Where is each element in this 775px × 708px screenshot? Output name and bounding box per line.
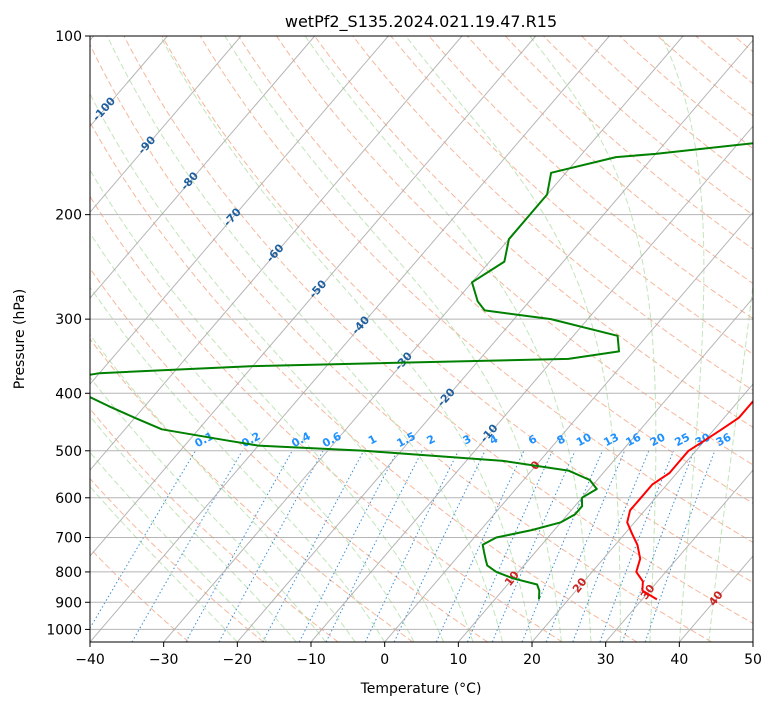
x-tick-label: 40 bbox=[670, 652, 688, 668]
isotherm-line bbox=[90, 36, 610, 642]
mixing-ratio-label: 16 bbox=[624, 430, 644, 449]
mixing-ratio-line bbox=[644, 450, 716, 642]
mixing-ratio-line bbox=[185, 450, 293, 642]
mixing-ratio-line bbox=[621, 450, 695, 642]
y-tick-label: 400 bbox=[55, 386, 82, 402]
isotherm-line bbox=[384, 211, 753, 642]
x-tick-label: 0 bbox=[380, 652, 389, 668]
moist-adiabat-line bbox=[708, 280, 753, 642]
moist-adiabat-line bbox=[224, 36, 562, 642]
dry-adiabat-line bbox=[390, 36, 753, 355]
dry-adiabat-line bbox=[90, 338, 414, 642]
mixing-ratio-line bbox=[545, 450, 626, 642]
dry-adiabat-line bbox=[237, 36, 753, 504]
moist-adiabat-line bbox=[529, 36, 657, 642]
isotherm-line bbox=[90, 36, 242, 213]
isotherm-line bbox=[90, 36, 316, 299]
y-tick-label: 200 bbox=[55, 208, 82, 224]
x-axis-ticks: −40 −30 −20 −10 0 10 20 30 40 50 bbox=[75, 642, 762, 668]
moist-adiabat-line bbox=[106, 36, 503, 642]
dry-adiabat-line bbox=[90, 408, 339, 642]
isotherm-line bbox=[457, 297, 753, 642]
isotherms bbox=[90, 36, 753, 642]
isotherm-line bbox=[90, 36, 463, 471]
moist-adiabat-line bbox=[90, 232, 415, 642]
dry-adiabat-line bbox=[314, 36, 753, 428]
mixing-ratio-line bbox=[572, 450, 650, 642]
isotherm-line bbox=[605, 469, 753, 642]
mixing-ratio-line bbox=[262, 450, 365, 642]
y-tick-label: 100 bbox=[55, 29, 82, 45]
y-axis-label: Pressure (hPa) bbox=[12, 289, 28, 389]
y-tick-label: 600 bbox=[55, 491, 82, 507]
moist-adiabat-line bbox=[90, 451, 268, 642]
dry-adiabat-line bbox=[543, 36, 753, 216]
temperature-profile-line bbox=[626, 399, 753, 601]
moist-adiabat-line bbox=[90, 485, 238, 642]
y-tick-label: 800 bbox=[55, 565, 82, 581]
y-tick-label: 900 bbox=[55, 595, 82, 611]
dry-adiabat-line bbox=[90, 121, 638, 642]
y-tick-label: 300 bbox=[55, 312, 82, 328]
mixing-ratio-line bbox=[364, 450, 459, 642]
moist-adiabat-line bbox=[90, 415, 297, 642]
mixing-ratio-line bbox=[467, 450, 553, 642]
dry-adiabat-line bbox=[123, 36, 753, 624]
x-tick-label: 10 bbox=[449, 652, 467, 668]
isotherm-line bbox=[90, 36, 389, 385]
moist-adiabat-line bbox=[660, 36, 705, 642]
moist-adiabat-line bbox=[90, 376, 327, 642]
moist-adiabat-line bbox=[90, 92, 474, 642]
isotherm-line bbox=[163, 36, 684, 642]
mixing-ratio-line bbox=[325, 450, 423, 642]
dry-adiabat-line bbox=[428, 36, 753, 320]
mixing-ratio-line bbox=[218, 450, 324, 642]
isobars bbox=[90, 36, 753, 630]
x-tick-label: 30 bbox=[597, 652, 615, 668]
x-axis-label: Temperature (°C) bbox=[360, 681, 482, 697]
dry-adiabat-line bbox=[161, 36, 753, 584]
profile-series bbox=[90, 142, 753, 601]
dry-adiabat-line bbox=[352, 36, 753, 391]
mixing-ratio-label: 13 bbox=[601, 431, 621, 450]
plot-frame bbox=[89, 35, 754, 643]
x-tick-label: −30 bbox=[149, 652, 179, 668]
dry-adiabat-line bbox=[466, 36, 753, 285]
dry-adiabat-line bbox=[90, 43, 712, 642]
moist-adiabat-line bbox=[304, 36, 592, 642]
moist-adiabat-line bbox=[159, 36, 533, 642]
isotherm-line bbox=[90, 36, 537, 557]
dry-adiabat-line bbox=[90, 267, 488, 642]
dry-adiabat-line bbox=[504, 36, 753, 250]
y-axis-ticks: 100 200 300 400 500 600 700 800 900 1000 bbox=[46, 29, 90, 638]
mixing-ratio-label: 20 bbox=[648, 430, 668, 449]
mixing-ratio-line bbox=[599, 450, 674, 642]
isotherm-line bbox=[236, 39, 753, 642]
isotherm-line bbox=[310, 125, 753, 642]
moist-adiabat-line bbox=[90, 333, 356, 642]
x-tick-label: 20 bbox=[523, 652, 541, 668]
mixing-ratio-label: 10 bbox=[574, 430, 594, 449]
x-tick-label: 50 bbox=[744, 652, 762, 668]
y-tick-label: 700 bbox=[55, 531, 82, 547]
y-tick-label: 1000 bbox=[46, 622, 82, 638]
y-tick-label: 500 bbox=[55, 444, 82, 460]
dry-adiabat-line bbox=[199, 36, 753, 543]
dry-adiabats bbox=[90, 36, 753, 642]
x-tick-label: −20 bbox=[223, 652, 253, 668]
dewpoint-profile-line bbox=[90, 142, 753, 600]
x-tick-label: −40 bbox=[75, 652, 105, 668]
chart-title: wetPf2_S135.2024.021.19.47.R15 bbox=[285, 12, 557, 32]
moist-adiabat-line bbox=[90, 168, 445, 642]
x-tick-label: −10 bbox=[296, 652, 326, 668]
mixing-ratio-label: 36 bbox=[714, 430, 734, 449]
isotherm-line bbox=[531, 383, 753, 642]
mixing-ratio-label: 25 bbox=[672, 431, 692, 450]
mixing-ratio-line bbox=[521, 450, 603, 642]
